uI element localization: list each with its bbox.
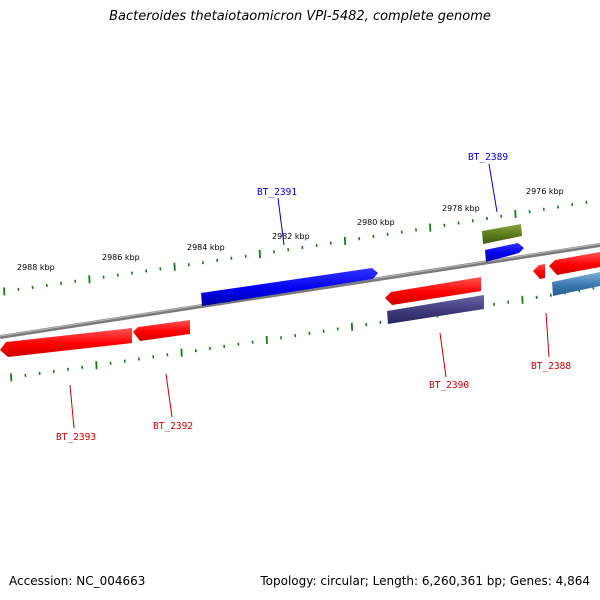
- gene-label-bt2390[interactable]: BT_2390: [429, 380, 469, 391]
- leader-bt2391: [277, 197, 285, 246]
- gene-bt2392-arrow[interactable]: [133, 320, 190, 341]
- scale-label-2982: 2982 kbp: [272, 232, 310, 241]
- gene-olive-arrow[interactable]: [482, 224, 522, 244]
- scale-label-2986: 2986 kbp: [102, 253, 140, 262]
- accession-text: Accession: NC_004663: [9, 574, 146, 588]
- gene-bt2393-arrow[interactable]: [0, 328, 132, 357]
- scale-label-2978: 2978 kbp: [442, 204, 480, 213]
- leader-bt2392: [165, 373, 173, 418]
- scale-label-2976: 2976 kbp: [526, 187, 564, 196]
- scale-label-2984: 2984 kbp: [187, 243, 225, 252]
- gene-label-bt2391[interactable]: BT_2391: [257, 187, 297, 198]
- genome-backbone: [0, 243, 600, 339]
- gene-label-bt2393[interactable]: BT_2393: [56, 432, 96, 443]
- leader-bt2388: [545, 312, 550, 358]
- leader-bt2389: [488, 163, 498, 213]
- gene-bt2389-small-blue-arrow[interactable]: [485, 243, 524, 262]
- gene-bt2388-small-red-arrow[interactable]: [533, 264, 545, 279]
- genome-title: Bacteroides thetaiotaomicron VPI-5482, c…: [109, 9, 491, 24]
- gene-bt2390-red-arrow[interactable]: [385, 277, 481, 305]
- forward-scale-ticks: [3, 200, 588, 296]
- scale-label-2988: 2988 kbp: [17, 263, 55, 272]
- gene-steel-arrow[interactable]: [552, 272, 600, 296]
- gene-label-bt2392[interactable]: BT_2392: [153, 421, 193, 432]
- leader-bt2393: [69, 384, 75, 429]
- genome-summary-text: Topology: circular; Length: 6,260,361 bp…: [260, 574, 590, 588]
- gene-bt2388-red-arrow[interactable]: [549, 252, 600, 275]
- leader-bt2390: [439, 332, 447, 378]
- gene-label-bt2389[interactable]: BT_2389: [468, 152, 508, 163]
- gene-bt2391-arrow[interactable]: [201, 268, 378, 306]
- gene-label-bt2388[interactable]: BT_2388: [531, 361, 571, 372]
- scale-label-2980: 2980 kbp: [357, 218, 395, 227]
- gene-bt2390-purple-arrow[interactable]: [387, 295, 484, 324]
